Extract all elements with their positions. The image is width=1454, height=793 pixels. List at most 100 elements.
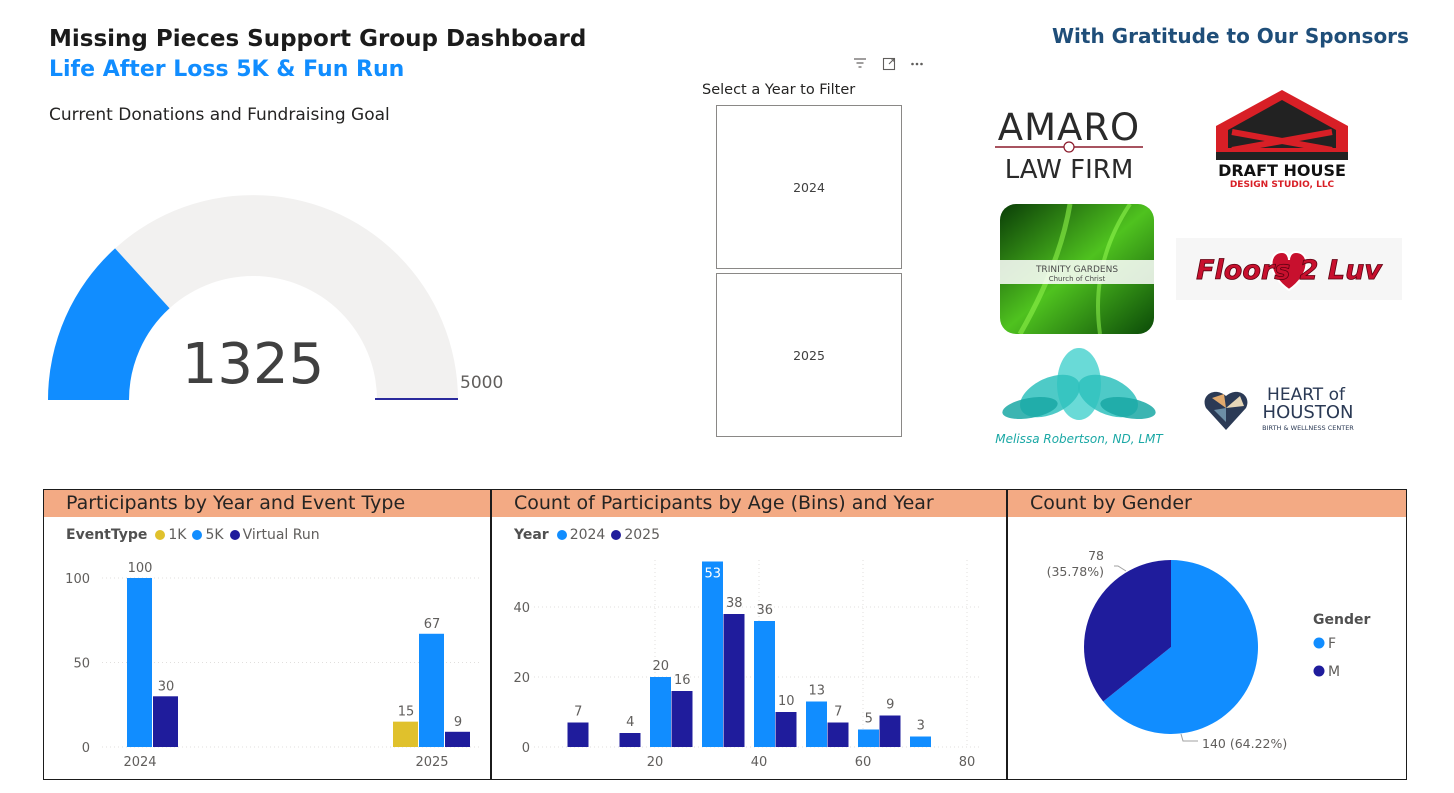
data-label: 36: [756, 603, 773, 618]
filter-icon[interactable]: [853, 57, 867, 73]
legend-label: F: [1328, 636, 1336, 652]
bar[interactable]: [879, 715, 901, 748]
pie-slice-m[interactable]: [1084, 560, 1171, 702]
legend-item-2024[interactable]: 2024: [556, 527, 605, 543]
legend-item-5k[interactable]: 5K: [192, 527, 224, 543]
bar[interactable]: [445, 731, 470, 747]
heart-of-houston-logo: HEART of HOUSTON BIRTH & WELLNESS CENTER: [1204, 385, 1354, 432]
slicer-option-2025[interactable]: 2025: [716, 273, 902, 437]
age-bins-legend: Year 2024 2025: [514, 527, 666, 543]
amaro-law-firm-logo: AMARO LAW FIRM: [995, 106, 1143, 184]
y-tick-label: 50: [73, 657, 90, 672]
data-label: 4: [626, 715, 634, 730]
gender-chart-title: Count by Gender: [1030, 492, 1192, 514]
amaro-logo-line2: LAW FIRM: [1005, 155, 1134, 184]
trinity-logo-line2: Church of Christ: [1049, 275, 1106, 283]
data-label: 7: [574, 705, 582, 720]
bar[interactable]: [393, 721, 418, 747]
data-label: 16: [674, 673, 691, 688]
leader-line: [1114, 565, 1127, 572]
bar[interactable]: [827, 722, 849, 748]
legend-swatch: [229, 530, 240, 540]
panel-header: [1008, 490, 1406, 517]
donation-gauge[interactable]: 1325 5000: [30, 180, 530, 420]
gender-chart-panel[interactable]: Count by Gender 140 (64.22%) 78 (35.78%) Ge…: [1007, 489, 1407, 780]
event-type-chart-panel[interactable]: Participants by Year and Event Type Even…: [43, 489, 491, 780]
slicer-title: Select a Year to Filter: [702, 82, 856, 98]
data-label: 30: [158, 679, 175, 694]
data-label: 67: [424, 617, 441, 632]
event-type-bar-chart[interactable]: 0 50 100 2024 100 30 2025 15 67 9: [44, 490, 490, 779]
data-label: 9: [454, 715, 462, 730]
data-label: 9: [886, 698, 894, 713]
bar[interactable]: [775, 712, 797, 747]
focus-mode-icon[interactable]: [882, 57, 896, 75]
panel-header: [44, 490, 490, 517]
melissa-logo-text: Melissa Robertson, ND, LMT: [995, 432, 1164, 446]
heart-logo-line2: HOUSTON: [1263, 402, 1354, 423]
bar[interactable]: [127, 578, 152, 747]
bar[interactable]: [754, 621, 775, 747]
bar[interactable]: [858, 729, 879, 748]
pie-label-m-percent: (35.78%): [1047, 564, 1104, 579]
bar[interactable]: [567, 722, 589, 748]
more-options-icon[interactable]: [910, 57, 924, 75]
bar[interactable]: [910, 736, 931, 748]
bar[interactable]: [702, 561, 723, 748]
gauge-max-label: 5000: [460, 373, 503, 393]
sponsors-title: With Gratitude to Our Sponsors: [1052, 24, 1409, 48]
dashboard-subtitle: Life After Loss 5K & Fun Run: [49, 57, 405, 82]
pie-label-f: 140 (64.22%): [1202, 736, 1287, 751]
gender-pie-chart[interactable]: 140 (64.22%) 78(35.78%) Gender FM: [1008, 490, 1406, 779]
x-tick-label: 2024: [123, 755, 156, 770]
trinity-gardens-logo: TRINITY GARDENS Church of Christ: [1000, 204, 1154, 334]
legend-title: Year: [514, 527, 549, 543]
legend-label: 5K: [205, 527, 224, 543]
bar[interactable]: [723, 614, 745, 747]
bar[interactable]: [650, 677, 671, 747]
legend-item-1k[interactable]: 1K: [155, 527, 186, 543]
legend-label: 1K: [168, 527, 187, 543]
x-tick-label: 40: [751, 755, 768, 770]
bar[interactable]: [671, 691, 693, 747]
event-type-legend: EventType 1K 5K Virtual Run: [66, 527, 326, 543]
legend-title: Gender: [1313, 612, 1370, 628]
data-label: 10: [778, 694, 795, 709]
bar[interactable]: [806, 701, 827, 748]
data-label: 7: [834, 705, 842, 720]
data-label: 3: [917, 719, 925, 734]
y-tick-label: 40: [513, 601, 530, 616]
bar[interactable]: [153, 696, 178, 747]
gauge-title: Current Donations and Fundraising Goal: [49, 105, 390, 125]
y-tick-label: 0: [82, 741, 90, 756]
legend-title: EventType: [66, 527, 148, 543]
bar[interactable]: [619, 733, 641, 747]
gauge-track: [48, 195, 458, 400]
legend-swatch: [192, 530, 203, 540]
x-tick-label: 80: [959, 755, 976, 770]
gauge-value: 1325: [182, 332, 325, 397]
draft-house-logo: DRAFT HOUSE DESIGN STUDIO, LLC: [1216, 90, 1348, 190]
heart-logo-line1: HEART of: [1267, 385, 1346, 405]
bar[interactable]: [419, 633, 444, 747]
y-tick-label: 20: [513, 671, 530, 686]
pie-slice-f[interactable]: [1103, 560, 1258, 734]
data-label: 38: [726, 596, 743, 611]
legend-swatch[interactable]: [1313, 665, 1325, 677]
x-tick-label: 60: [855, 755, 872, 770]
legend-swatch[interactable]: [1313, 637, 1325, 649]
dashboard-title: Missing Pieces Support Group Dashboard: [49, 26, 587, 52]
event-type-chart-title: Participants by Year and Event Type: [66, 492, 406, 514]
slicer-option-2024[interactable]: 2024: [716, 105, 902, 269]
legend-label: M: [1328, 664, 1340, 680]
legend-item-2025[interactable]: 2025: [611, 527, 660, 543]
age-bins-chart-title: Count of Participants by Age (Bins) and …: [514, 492, 934, 514]
age-bins-chart-panel[interactable]: Count of Participants by Age (Bins) and …: [491, 489, 1007, 780]
x-tick-label: 2025: [415, 755, 448, 770]
draft-house-line1: DRAFT HOUSE: [1218, 161, 1346, 180]
floors-logo-text: Floors 2 Luv: [1196, 255, 1383, 286]
gauge-fill: [48, 248, 170, 400]
legend-item-virtual-run[interactable]: Virtual Run: [229, 527, 320, 543]
draft-house-line2: DESIGN STUDIO, LLC: [1230, 180, 1335, 190]
